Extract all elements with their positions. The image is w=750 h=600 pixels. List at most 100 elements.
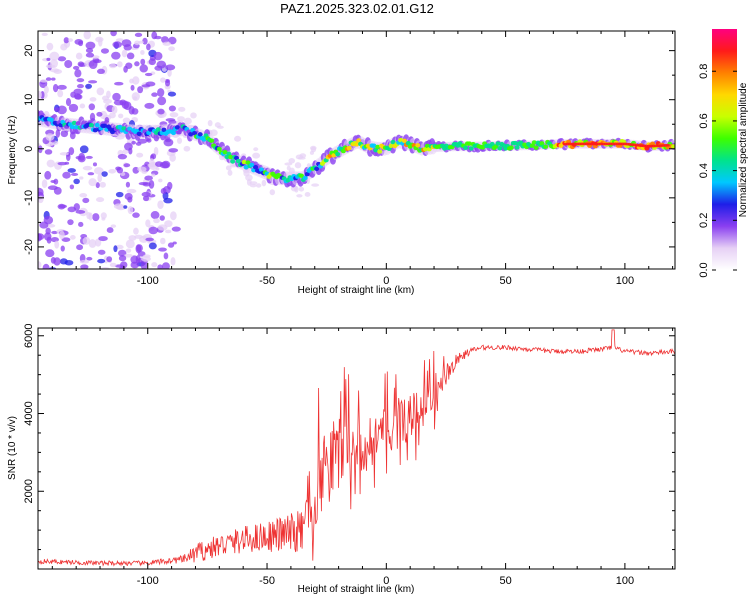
colorbar-tick-label: 0.4 [698,163,710,178]
spectrogram-cell [415,143,421,148]
spectrogram-cell [489,141,495,147]
spectrogram-cell [121,49,128,58]
spectrogram-cell [96,87,105,96]
spectrogram-cell [111,105,118,114]
spectrogram-cell [89,97,97,102]
spectrogram-cell [216,146,222,152]
spectrogram-cell [80,264,89,269]
spectrogram-cell [38,261,42,269]
spectrogram-cell [53,178,59,185]
spectrogram-cell [113,245,118,253]
spectrogram-cell [125,181,131,188]
spectrogram-cell [495,141,501,146]
spectrogram-cell [88,103,96,111]
spectrogram-cell [111,51,121,60]
spectrogram-cell [78,221,84,228]
spectrogram-cell [671,144,675,149]
spectrogram-cell [158,178,163,183]
spectrogram-cell [209,138,215,143]
spectrogram-cell [151,173,156,177]
snr-y-axis-title: SNR (10 * v/v) [7,416,18,480]
spectrogram-cell [97,258,106,264]
spectrogram-cell [132,76,140,85]
spectrogram-cell [100,212,107,220]
spectrogram-cell [227,169,233,176]
spectrogram-cell [140,58,146,66]
spectrogram-cell [146,130,152,135]
spectrogram-cell [141,255,151,262]
spectrogram-cell [161,36,169,44]
spectrogram-cell [102,123,108,128]
spectrogram-cell [150,211,160,220]
spectrogram-cell [158,247,167,252]
spectrogram-cell [261,179,267,187]
spectrogram-y-ticks: 20 10 0 -10 -20 [23,45,675,255]
spectrogram-cell [373,148,379,153]
spectrogram-cell [93,59,102,64]
spectrogram-cell [466,141,472,146]
spectrogram-cell [157,200,164,210]
colorbar-tick-label: 0.2 [698,213,710,228]
spectrogram-cell [512,140,518,146]
spectrogram-cell [68,38,73,42]
spectrogram-cell [331,153,337,158]
spectrogram-cell [110,31,117,37]
spectrogram-cell [112,41,122,49]
spectrogram-cell [390,139,396,145]
spectrogram-cell [73,93,82,100]
spectrogram-cell [57,203,66,210]
spectrogram-cell [153,130,159,135]
spectrogram-cell [480,145,486,150]
spectrogram-cell [49,51,60,61]
x-tick-label: -100 [137,575,159,587]
spectrogram-cell [110,224,117,228]
colorbar: 0.0 0.2 0.4 0.6 0.8 Normalized spectral ampl… [698,29,749,278]
spectrogram-cell [83,31,91,40]
x-tick-label: -50 [259,275,275,287]
spectrogram-cell [101,171,108,177]
spectrogram-cell [157,224,168,231]
spectrogram-cell [165,79,171,87]
spectrogram-cell [125,248,132,253]
spectrogram-cell [168,46,175,52]
spectrogram-cell [113,203,124,210]
spectrogram-cell [302,175,308,181]
spectrogram-cell [214,122,221,128]
spectrogram-cell [168,148,179,153]
spectrogram-cell [514,145,520,150]
spectrogram-cell [118,255,127,262]
spectrogram-cell [117,153,128,160]
spectrogram-cell [665,143,670,147]
spectrogram-cell [75,121,81,126]
spectrogram-cell [160,188,167,195]
spectrogram-cell [139,235,149,243]
spectrogram-cell [82,197,90,204]
spectrogram-cell [155,167,160,171]
spectrogram-cell [95,182,100,189]
spectrogram-cell [296,194,303,198]
spectrogram-cell [62,171,71,179]
spectrogram-cell [59,152,69,156]
snr-series-line [38,329,675,567]
spectrogram-cell [121,39,132,47]
y-tick-label: -10 [23,190,35,206]
snr-y-ticks: 2000 4000 6000 [23,324,675,551]
spectrogram-cell [142,37,148,45]
spectrogram-cell [93,167,104,175]
spectrogram-cell [159,215,165,221]
spectrogram-cell [131,92,140,101]
spectrogram-cell [45,249,55,258]
spectrogram-cell [141,191,151,197]
spectrogram-cell [141,84,151,88]
spectrogram-cell [61,237,71,242]
spectrogram-cell [86,212,91,220]
y-tick-label: -20 [23,239,35,255]
spectrogram-cell [44,149,53,155]
spectrogram-cell [118,113,124,119]
x-tick-label: 100 [616,275,634,287]
snr-x-ticks: -100 -50 0 50 100 [51,328,674,587]
spectrogram-cell [53,257,61,266]
spectrogram-cell [518,140,524,145]
spectrogram-cell [153,146,159,156]
